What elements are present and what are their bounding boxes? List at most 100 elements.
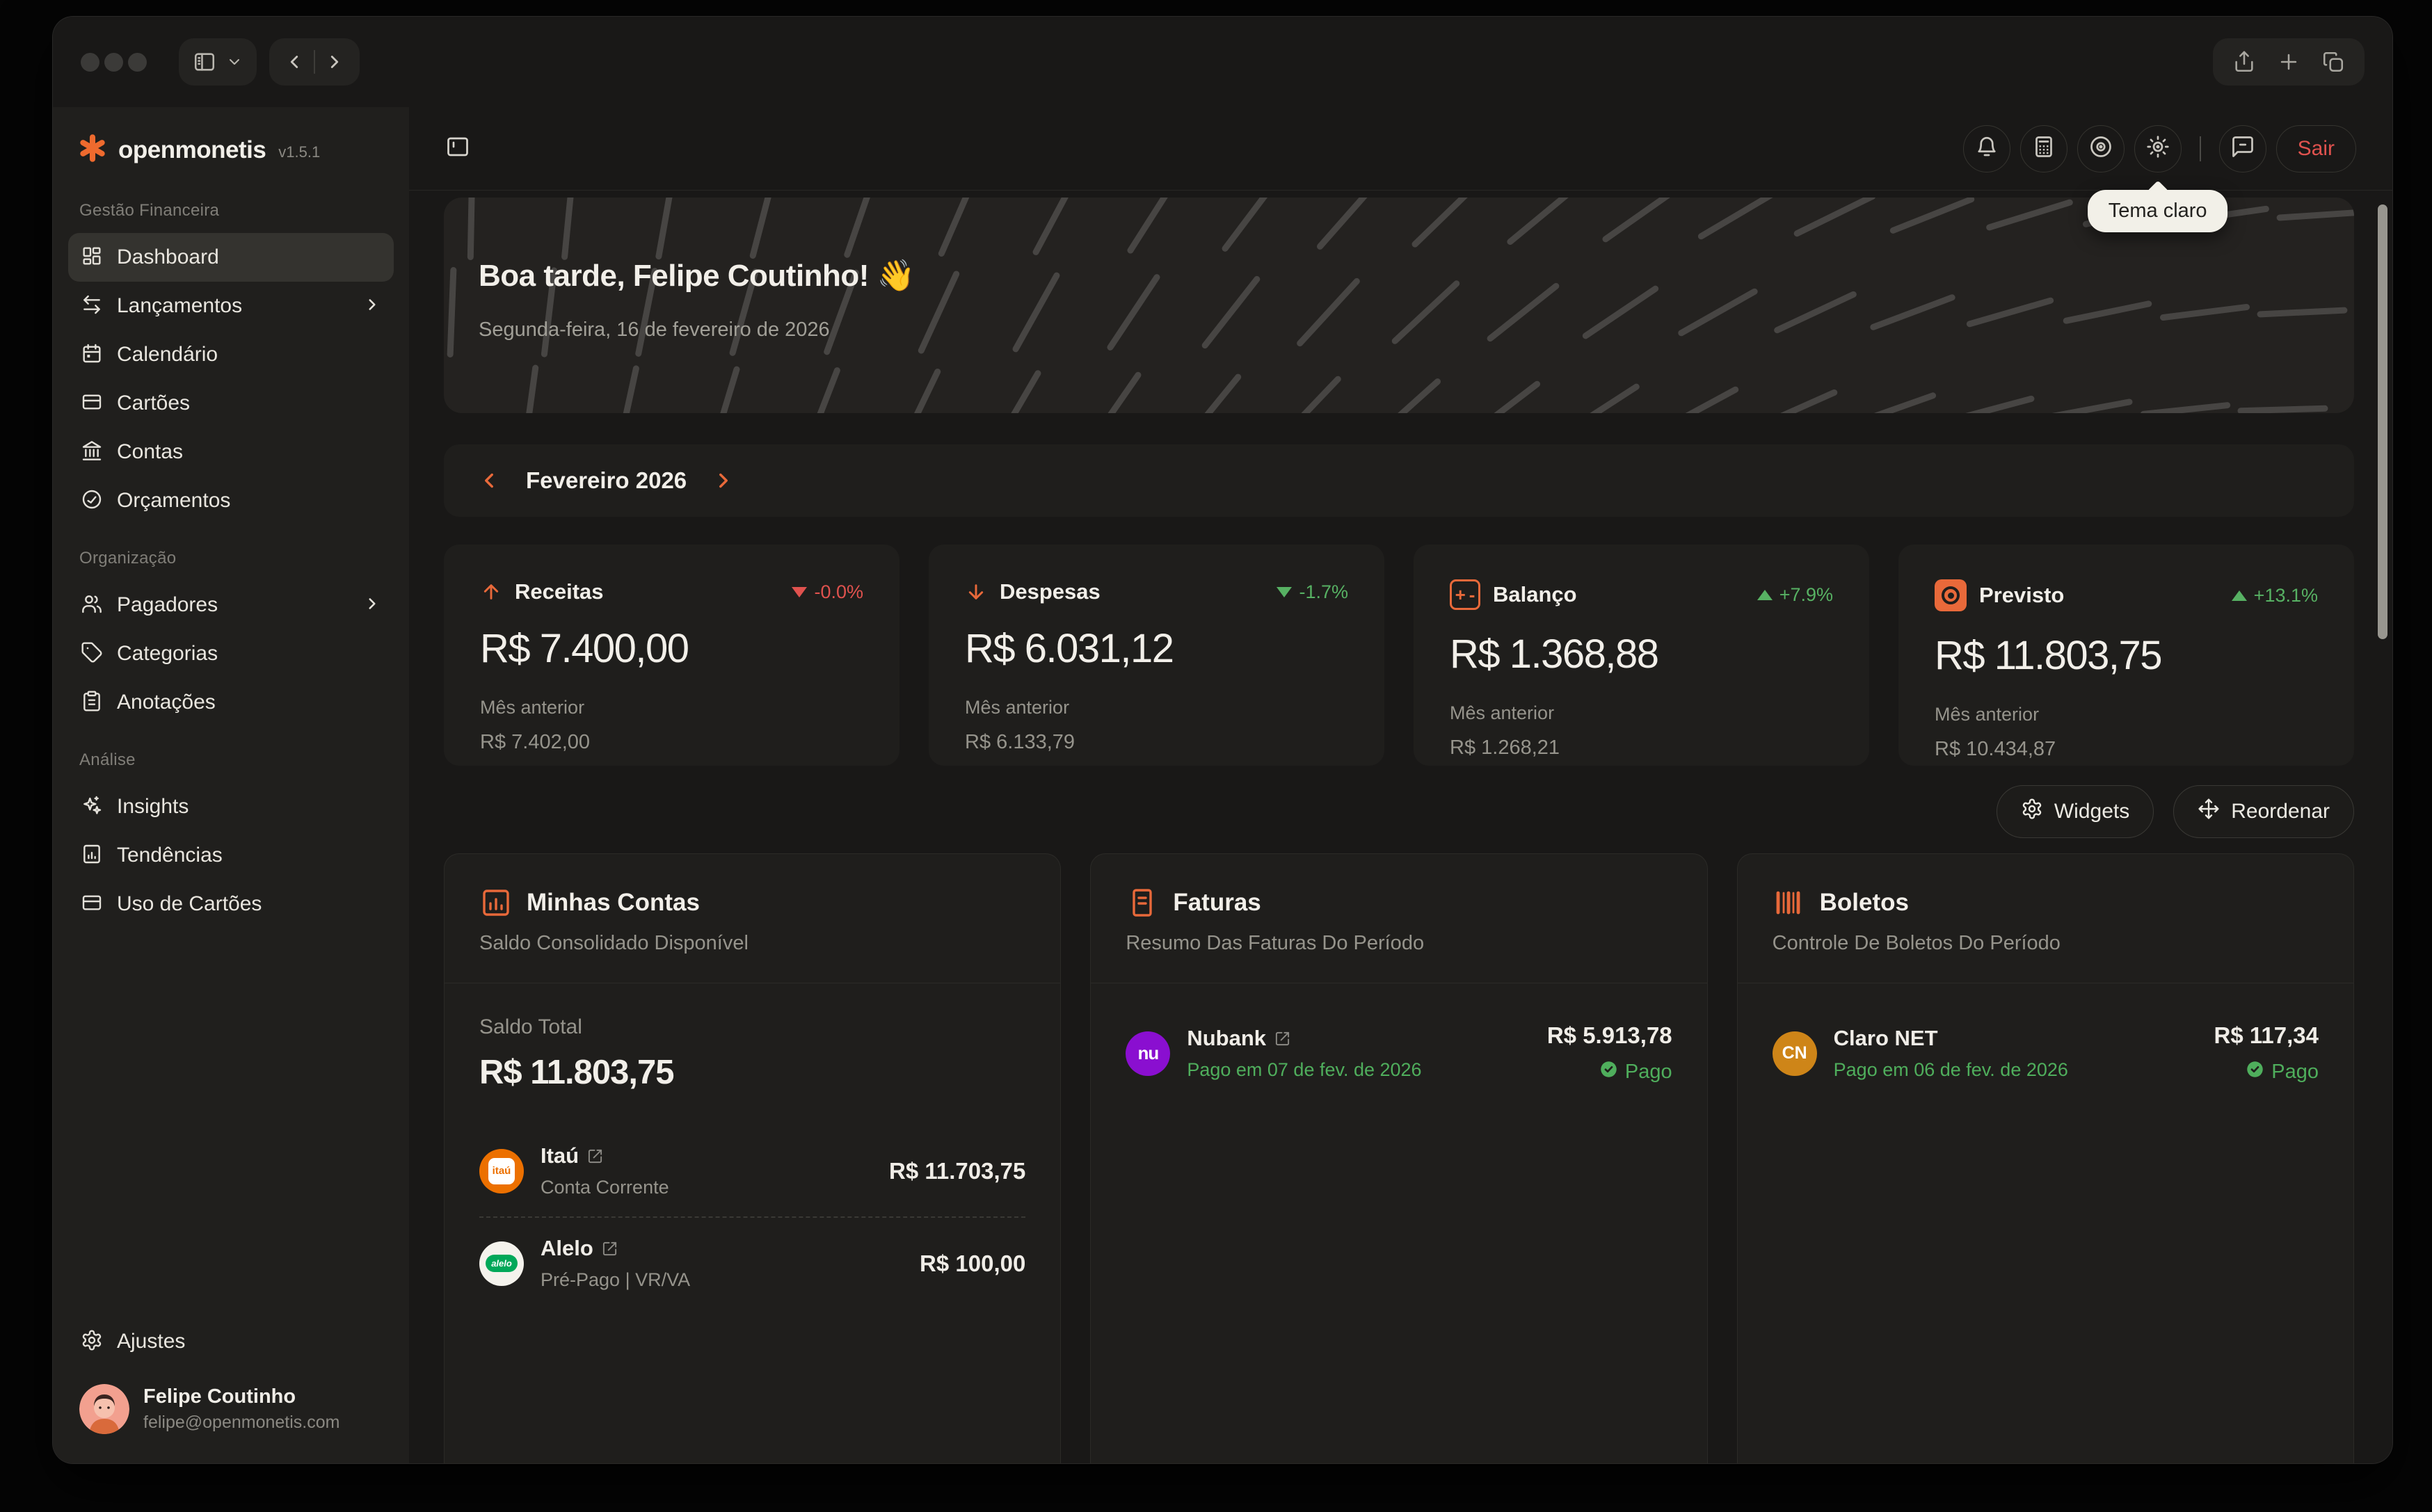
content-header: Tema claro Sair — [409, 107, 2392, 232]
delta-up-icon — [1757, 589, 1773, 600]
account-row-itau: itaú Itaú Conta Corrente R$ 11.703,75 — [479, 1125, 1025, 1216]
feedback-button[interactable] — [2218, 124, 2266, 172]
tabs-overview-button[interactable] — [2321, 50, 2345, 74]
close-button[interactable] — [81, 52, 99, 72]
main-area: Tema claro Sair Boa tarde, Felipe Coutin… — [409, 107, 2392, 1463]
stat-value: R$ 11.803,75 — [1935, 633, 2162, 678]
sun-icon — [2145, 134, 2170, 163]
bar-chart-icon — [479, 886, 513, 919]
sidebar-item-ajustes[interactable]: Ajustes — [68, 1317, 394, 1366]
header-divider — [2199, 136, 2201, 161]
sidebar-item-cartoes[interactable]: Cartões — [68, 379, 394, 428]
widget-minhas-contas: Minhas Contas Saldo Consolidado Disponív… — [444, 853, 1062, 1463]
focus-button[interactable] — [2077, 124, 2125, 172]
stat-value: R$ 1.368,88 — [1450, 632, 1659, 677]
sidebar-item-uso-de-cartoes[interactable]: Uso de Cartões — [68, 880, 394, 928]
greeting-date: Segunda-feira, 16 de fevereiro de 2026 — [479, 319, 830, 341]
notifications-button[interactable] — [1962, 124, 2010, 172]
check-circle-icon — [1599, 1060, 1618, 1084]
status-badge: Pago — [1547, 1060, 1672, 1084]
sidebar-item-insights[interactable]: Insights — [68, 782, 394, 831]
external-link-icon — [587, 1148, 603, 1164]
delta-badge: +13.1% — [2231, 585, 2318, 606]
sidebar-item-contas[interactable]: Contas — [68, 428, 394, 476]
section-label: Gestão Financeira — [79, 201, 220, 220]
credit-card-icon — [81, 892, 103, 917]
users-icon — [81, 593, 103, 618]
arrow-down-icon — [965, 581, 987, 603]
sidebar-item-dashboard[interactable]: Dashboard — [68, 233, 394, 282]
forward-button[interactable] — [315, 42, 354, 81]
header-actions: Tema claro Sair — [1962, 124, 2356, 232]
account-balance: R$ 11.703,75 — [888, 1157, 1026, 1184]
total-balance: R$ 11.803,75 — [479, 1054, 675, 1091]
invoice-link[interactable]: Nubank — [1187, 1026, 1530, 1051]
panel-left-icon[interactable] — [445, 134, 470, 163]
sidebar-item-tendencias[interactable]: Tendências — [68, 831, 394, 880]
plus-minus-icon: + - — [1450, 579, 1480, 610]
minimize-button[interactable] — [104, 52, 123, 72]
move-icon — [2198, 798, 2220, 826]
record-icon — [1935, 579, 1967, 611]
receipt-icon — [1126, 886, 1159, 919]
paid-date: Pago em 07 de fev. de 2026 — [1187, 1059, 1422, 1080]
sidebar-item-pagadores[interactable]: Pagadores — [68, 581, 394, 629]
stat-card-balanco: + - Balanço +7.9% R$ 1.368,88 Mês anterio… — [1414, 545, 1869, 766]
widget-boletos: Boletos Controle De Boletos Do Período C… — [1736, 853, 2354, 1463]
new-tab-button[interactable] — [2277, 50, 2301, 74]
gear-icon — [81, 1329, 103, 1355]
nubank-logo: nu — [1126, 1031, 1171, 1076]
theme-toggle-button[interactable]: Tema claro — [2087, 124, 2228, 232]
delta-badge: +7.9% — [1757, 584, 1833, 606]
sidebar-item-lancamentos[interactable]: Lançamentos — [68, 282, 394, 330]
dashboard-icon — [81, 245, 103, 271]
account-link[interactable]: Itaú — [541, 1143, 872, 1168]
share-button[interactable] — [2232, 50, 2256, 74]
paid-date: Pago em 06 de fev. de 2026 — [1833, 1059, 2068, 1080]
user-email: felipe@openmonetis.com — [143, 1413, 340, 1432]
check-circle-icon — [2246, 1060, 2264, 1084]
wave-emoji: 👋 — [877, 259, 915, 293]
sidebar-item-anotacoes[interactable]: Anotações — [68, 678, 394, 727]
app-window: openmonetis v1.5.1 Gestão Financeira Das… — [52, 16, 2393, 1464]
next-month-button[interactable] — [705, 462, 742, 499]
stat-card-previsto: Previsto +13.1% R$ 11.803,75 Mês anterio… — [1898, 545, 2354, 766]
bill-amount: R$ 117,34 — [2214, 1022, 2319, 1048]
stat-prev-value: R$ 6.133,79 — [965, 731, 1075, 753]
stat-value: R$ 7.400,00 — [480, 626, 689, 671]
widget-faturas: Faturas Resumo Das Faturas Do Período nu… — [1090, 853, 1708, 1463]
delta-up-icon — [2231, 590, 2247, 601]
back-button[interactable] — [275, 42, 314, 81]
widgets-button[interactable]: Widgets — [1996, 785, 2154, 838]
section-label: Organização — [79, 549, 177, 568]
user-profile[interactable]: Felipe Coutinho felipe@openmonetis.com — [68, 1366, 394, 1438]
sidebar-item-calendario[interactable]: Calendário — [68, 330, 394, 379]
reorder-button[interactable]: Reordenar — [2173, 785, 2354, 838]
account-link[interactable]: Alelo — [541, 1236, 903, 1261]
previous-month-button[interactable] — [470, 462, 508, 499]
external-link-icon — [602, 1241, 618, 1257]
sidebar-item-orcamentos[interactable]: Orçamentos — [68, 476, 394, 525]
panel-left-icon — [193, 50, 216, 74]
clipboard-icon — [81, 690, 103, 716]
zoom-button[interactable] — [128, 52, 147, 72]
arrow-up-icon — [480, 581, 502, 603]
calculator-button[interactable] — [2019, 124, 2067, 172]
invoice-amount: R$ 5.913,78 — [1546, 1022, 1672, 1048]
scrollbar-thumb[interactable] — [2378, 204, 2387, 639]
sidebar-toggle-button[interactable] — [179, 38, 257, 86]
sidebar: openmonetis v1.5.1 Gestão Financeira Das… — [53, 107, 409, 1463]
delta-down-icon — [1277, 586, 1293, 597]
logout-button[interactable]: Sair — [2275, 124, 2356, 172]
bill-name[interactable]: Claro NET — [1833, 1026, 1938, 1050]
invoice-row-nubank: nu Nubank Pago em 07 de fev. de 2026 R$ … — [1126, 1015, 1672, 1102]
user-name: Felipe Coutinho — [143, 1385, 296, 1408]
dashboard-content: Boa tarde, Felipe Coutinho! 👋 Segunda-fe… — [409, 191, 2392, 1463]
credit-card-icon — [81, 391, 103, 417]
sidebar-item-categorias[interactable]: Categorias — [68, 629, 394, 678]
calculator-icon — [2031, 134, 2056, 163]
nav-divider — [314, 50, 315, 74]
window-titlebar — [53, 17, 2392, 107]
titlebar-actions — [2213, 38, 2365, 86]
